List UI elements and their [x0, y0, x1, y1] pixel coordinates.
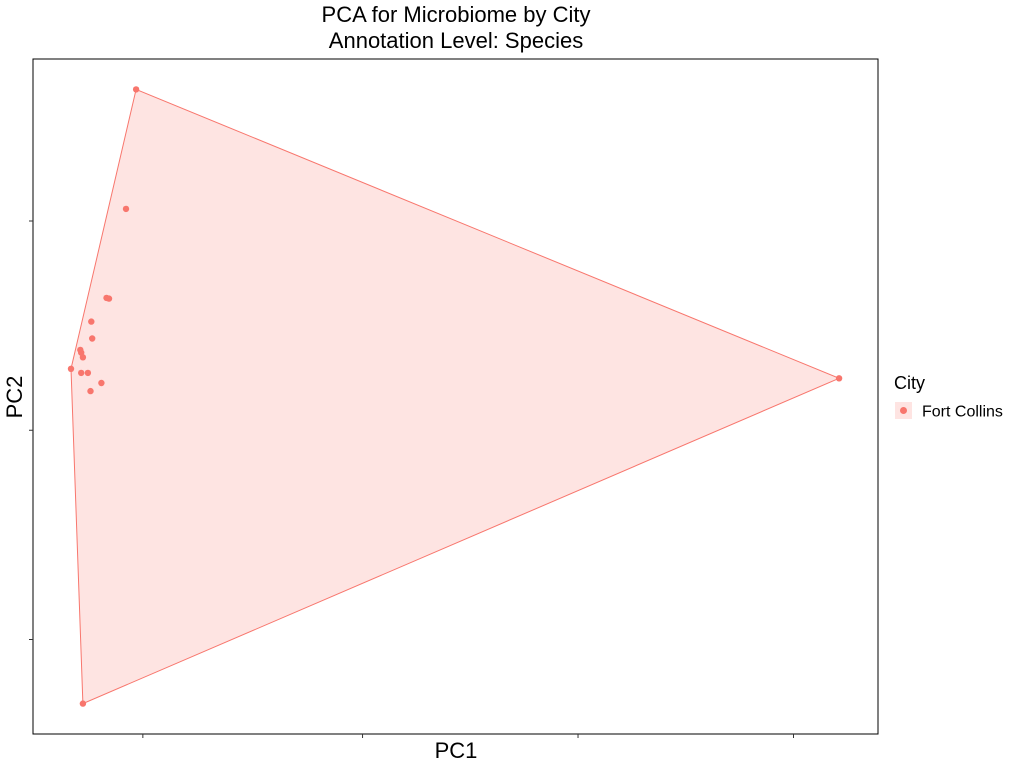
- legend-title: City: [894, 373, 925, 393]
- data-point: [835, 375, 843, 382]
- data-point: [105, 295, 113, 302]
- data-point: [79, 354, 87, 361]
- legend-label-fort-collins: Fort Collins: [922, 404, 1003, 421]
- chart-title: PCA for Microbiome by City: [322, 2, 591, 27]
- x-axis-title: PC1: [435, 738, 478, 763]
- convex-hull-0: [70, 88, 841, 705]
- plot-panel-border: [32, 58, 879, 735]
- data-point: [78, 369, 85, 377]
- chart-subtitle: Annotation Level: Species: [329, 28, 583, 53]
- data-point: [79, 700, 87, 707]
- x-axis-ticks: [142, 734, 794, 738]
- y-axis-ticks: [29, 220, 33, 640]
- data-point: [67, 365, 75, 372]
- legend: City Fort Collins: [894, 373, 1003, 421]
- data-point: [84, 369, 92, 377]
- legend-key-point-icon: [900, 407, 907, 414]
- data-point: [122, 205, 130, 213]
- y-axis-title: PC2: [2, 376, 27, 419]
- data-point: [89, 335, 96, 342]
- data-point: [88, 318, 95, 325]
- data-point: [132, 86, 140, 93]
- data-point: [87, 387, 94, 395]
- data-point: [98, 379, 105, 387]
- plot-area: [67, 86, 843, 707]
